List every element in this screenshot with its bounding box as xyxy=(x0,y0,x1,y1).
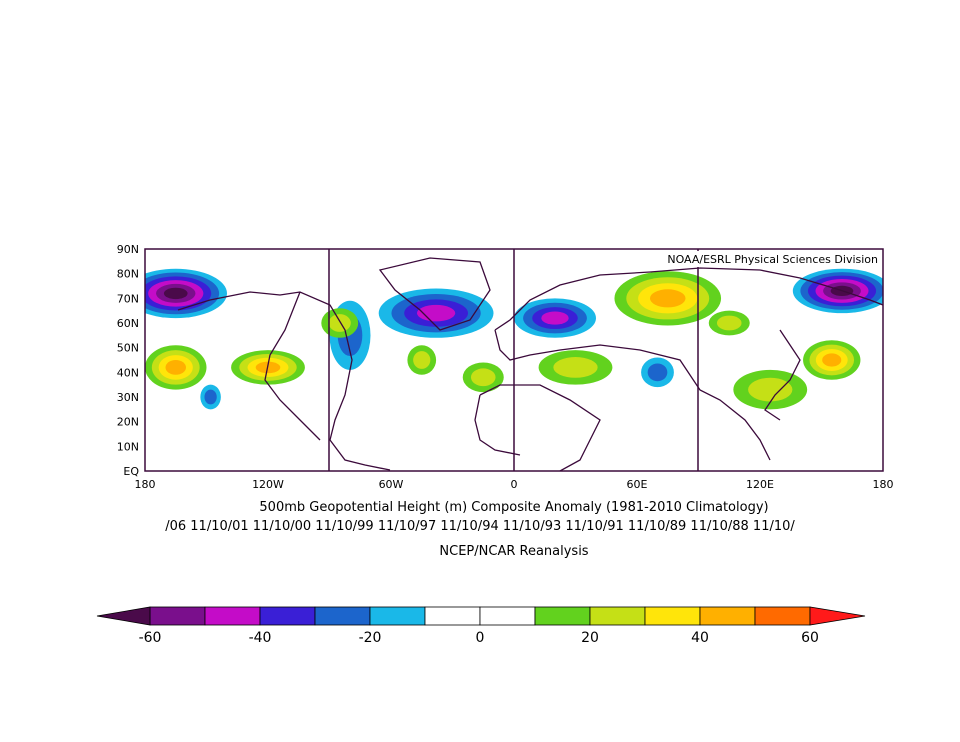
colorbar-label: 60 xyxy=(801,630,819,646)
colorbar-label: -60 xyxy=(139,630,162,646)
coastlines xyxy=(177,257,883,471)
colorbar-bin xyxy=(259,606,316,626)
lon-label: 60E xyxy=(627,478,648,491)
anomaly-contour-positive xyxy=(748,377,793,402)
lon-label: 120W xyxy=(252,478,284,491)
lat-label: 60N xyxy=(117,317,139,330)
greenland-coast xyxy=(378,257,491,331)
colorbar-bin xyxy=(589,606,646,626)
colorbar-label: -20 xyxy=(359,630,382,646)
colorbar-bin xyxy=(644,606,701,626)
data-source: NCEP/NCAR Reanalysis xyxy=(439,544,588,559)
lat-label: 50N xyxy=(117,342,139,355)
colorbar-bin xyxy=(204,606,261,626)
anomaly-contour-positive xyxy=(553,357,598,378)
lat-label: 70N xyxy=(117,292,139,305)
map-frame xyxy=(144,248,884,472)
north-america-coast xyxy=(177,291,391,471)
lat-label: 40N xyxy=(117,366,139,379)
colorbar-bin xyxy=(149,606,206,626)
lon-label: 180 xyxy=(135,478,156,491)
lat-label: 90N xyxy=(117,243,139,256)
colorbar-high-arrow xyxy=(809,606,866,626)
composite-dates: /06 11/10/01 11/10/00 11/10/99 11/10/97 … xyxy=(165,519,795,534)
colorbar-bin xyxy=(314,606,371,626)
colorbar-labels: -60 -40 -20 0 20 40 60 xyxy=(139,630,819,646)
anomaly-contour-positive xyxy=(822,353,842,367)
credit-text: NOAA/ESRL Physical Sciences Division xyxy=(667,253,878,266)
credit-box xyxy=(590,251,881,267)
lat-label: 80N xyxy=(117,268,139,281)
lon-label: 180 xyxy=(873,478,894,491)
africa-coast xyxy=(474,384,601,471)
longitude-labels: 180 120W 60W 0 60E 120E 180 xyxy=(135,478,894,491)
colorbar-bin xyxy=(424,606,481,626)
anomaly-contour-positive xyxy=(716,315,742,331)
colorbar-bin xyxy=(754,606,811,626)
anomaly-contour-positive xyxy=(328,314,351,332)
anomaly-contour-positive xyxy=(165,360,186,375)
map-panel: NOAA/ESRL Physical Sciences Division xyxy=(144,248,884,472)
figure-title: 500mb Geopotential Height (m) Composite … xyxy=(259,500,768,515)
lon-label: 0 xyxy=(511,478,518,491)
lon-label: 120E xyxy=(746,478,774,491)
lat-label: 30N xyxy=(117,391,139,404)
colorbar-label: 20 xyxy=(581,630,599,646)
anomaly-contour-negative xyxy=(541,311,569,325)
colorbar-bin xyxy=(699,606,756,626)
anomaly-contour-negative xyxy=(647,363,668,382)
colorbar-bin xyxy=(534,606,591,626)
eurasia-coast xyxy=(494,267,883,461)
colorbar xyxy=(96,606,866,626)
colorbar-label: 0 xyxy=(476,630,485,646)
colorbar-low-arrow xyxy=(96,606,151,626)
anomaly-contour-positive xyxy=(649,289,686,308)
colorbar-label: -40 xyxy=(249,630,272,646)
lat-label: 10N xyxy=(117,440,139,453)
lat-label: EQ xyxy=(123,465,139,478)
latitude-labels: 90N 80N 70N 60N 50N 40N 30N 20N 10N EQ xyxy=(117,243,140,478)
colorbar-bin xyxy=(369,606,426,626)
asia-east-coast xyxy=(764,329,801,421)
anomaly-shading xyxy=(145,268,883,410)
colorbar-bin xyxy=(479,606,536,626)
lat-label: 20N xyxy=(117,416,139,429)
anomaly-contour-positive xyxy=(470,368,496,387)
anomaly-contour-positive xyxy=(413,351,431,369)
colorbar-label: 40 xyxy=(691,630,709,646)
lon-label: 60W xyxy=(379,478,404,491)
anomaly-contour-negative xyxy=(204,389,217,405)
anomaly-contour-negative xyxy=(163,287,188,300)
